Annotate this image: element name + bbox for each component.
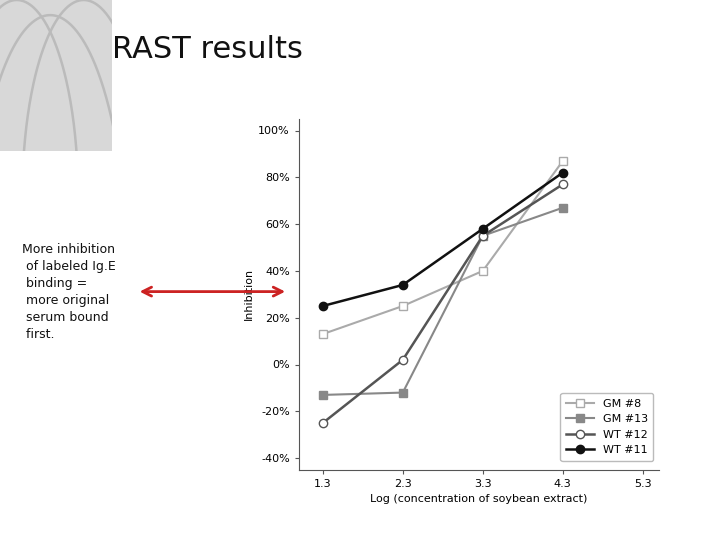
Text: More inhibition
 of labeled Ig.E
 binding =
 more original
 serum bound
 first.: More inhibition of labeled Ig.E binding … [22, 242, 115, 341]
WT #12 [318, 420, 327, 426]
Y-axis label: Inhibition: Inhibition [244, 268, 254, 320]
GM #8 [479, 268, 487, 274]
GM #13 [318, 392, 327, 398]
GM #13 [559, 205, 567, 211]
GM #8 [318, 331, 327, 338]
WT #11 [479, 226, 487, 232]
FancyBboxPatch shape [0, 0, 112, 151]
GM #13 [479, 233, 487, 239]
Legend: GM #8, GM #13, WT #12, WT #11: GM #8, GM #13, WT #12, WT #11 [560, 393, 653, 461]
GM #13 [398, 389, 407, 396]
WT #12 [479, 233, 487, 239]
Line: GM #8: GM #8 [319, 157, 567, 338]
WT #12 [398, 356, 407, 363]
WT #11 [398, 282, 407, 288]
WT #11 [318, 303, 327, 309]
Line: WT #12: WT #12 [319, 180, 567, 427]
X-axis label: Log (concentration of soybean extract): Log (concentration of soybean extract) [370, 495, 588, 504]
Line: GM #13: GM #13 [319, 204, 567, 399]
GM #8 [559, 158, 567, 164]
Text: RAST results: RAST results [112, 35, 302, 64]
GM #8 [398, 303, 407, 309]
WT #11 [559, 170, 567, 176]
WT #12 [559, 181, 567, 187]
Line: WT #11: WT #11 [319, 168, 567, 310]
